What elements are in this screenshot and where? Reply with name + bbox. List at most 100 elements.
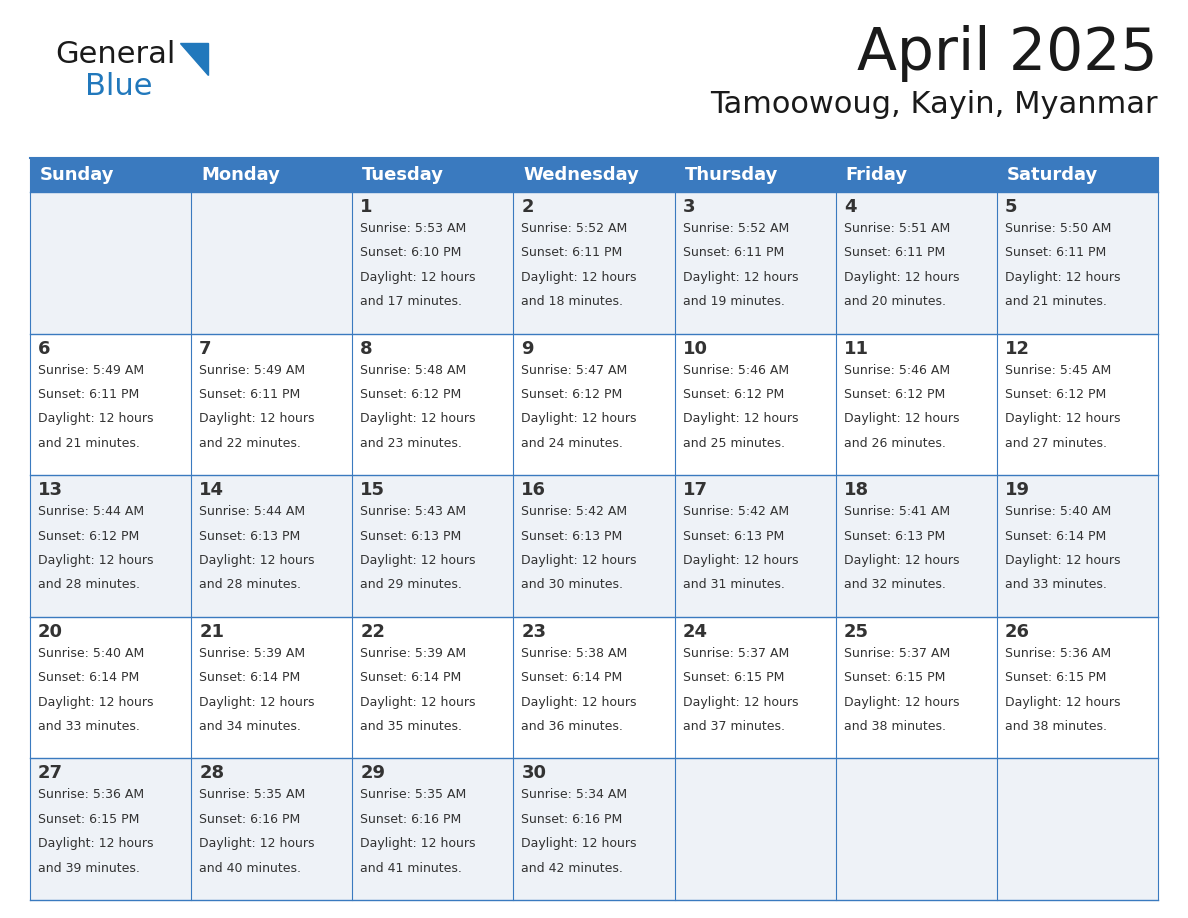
Bar [997, 333, 1158, 476]
Text: Friday: Friday [846, 166, 908, 184]
Text: Daylight: 12 hours: Daylight: 12 hours [360, 271, 475, 284]
Text: 21: 21 [200, 622, 225, 641]
Text: Daylight: 12 hours: Daylight: 12 hours [843, 412, 959, 425]
Bar [835, 758, 997, 900]
Text: and 42 minutes.: and 42 minutes. [522, 862, 624, 875]
Text: and 25 minutes.: and 25 minutes. [683, 437, 784, 450]
Bar [191, 476, 353, 617]
Bar [835, 617, 997, 758]
Text: and 27 minutes.: and 27 minutes. [1005, 437, 1107, 450]
Text: Sunrise: 5:37 AM: Sunrise: 5:37 AM [843, 647, 950, 660]
Text: Saturday: Saturday [1007, 166, 1098, 184]
Text: 20: 20 [38, 622, 63, 641]
Text: Tuesday: Tuesday [362, 166, 444, 184]
Text: and 36 minutes.: and 36 minutes. [522, 720, 624, 733]
Text: Daylight: 12 hours: Daylight: 12 hours [843, 696, 959, 709]
Text: Daylight: 12 hours: Daylight: 12 hours [200, 837, 315, 850]
Text: Thursday: Thursday [684, 166, 778, 184]
Text: 22: 22 [360, 622, 385, 641]
Bar [835, 192, 997, 333]
Text: 26: 26 [1005, 622, 1030, 641]
Text: and 38 minutes.: and 38 minutes. [1005, 720, 1107, 733]
Text: Sunrise: 5:36 AM: Sunrise: 5:36 AM [38, 789, 144, 801]
Text: Sunset: 6:12 PM: Sunset: 6:12 PM [843, 388, 944, 401]
Text: and 33 minutes.: and 33 minutes. [38, 720, 140, 733]
Text: Daylight: 12 hours: Daylight: 12 hours [522, 696, 637, 709]
Text: Daylight: 12 hours: Daylight: 12 hours [200, 696, 315, 709]
Text: Sunrise: 5:36 AM: Sunrise: 5:36 AM [1005, 647, 1111, 660]
Text: Sunset: 6:11 PM: Sunset: 6:11 PM [38, 388, 139, 401]
Bar [997, 758, 1158, 900]
Text: 9: 9 [522, 340, 533, 358]
Text: Sunrise: 5:45 AM: Sunrise: 5:45 AM [1005, 364, 1111, 376]
Text: Daylight: 12 hours: Daylight: 12 hours [522, 412, 637, 425]
Text: Sunrise: 5:49 AM: Sunrise: 5:49 AM [38, 364, 144, 376]
Bar [353, 192, 513, 333]
Text: 23: 23 [522, 622, 546, 641]
Text: Daylight: 12 hours: Daylight: 12 hours [843, 271, 959, 284]
Text: Sunset: 6:15 PM: Sunset: 6:15 PM [38, 812, 139, 826]
Text: and 41 minutes.: and 41 minutes. [360, 862, 462, 875]
Text: Sunset: 6:13 PM: Sunset: 6:13 PM [200, 530, 301, 543]
Bar [513, 192, 675, 333]
Text: Sunrise: 5:42 AM: Sunrise: 5:42 AM [522, 505, 627, 518]
Text: and 40 minutes.: and 40 minutes. [200, 862, 301, 875]
Text: 13: 13 [38, 481, 63, 499]
Text: 18: 18 [843, 481, 868, 499]
Text: Sunrise: 5:48 AM: Sunrise: 5:48 AM [360, 364, 467, 376]
Text: Sunrise: 5:52 AM: Sunrise: 5:52 AM [683, 222, 789, 235]
Text: and 26 minutes.: and 26 minutes. [843, 437, 946, 450]
Text: Daylight: 12 hours: Daylight: 12 hours [1005, 554, 1120, 567]
Text: Daylight: 12 hours: Daylight: 12 hours [360, 412, 475, 425]
Text: Daylight: 12 hours: Daylight: 12 hours [683, 554, 798, 567]
Text: 15: 15 [360, 481, 385, 499]
Text: and 39 minutes.: and 39 minutes. [38, 862, 140, 875]
Bar [191, 333, 353, 476]
Text: Sunset: 6:16 PM: Sunset: 6:16 PM [360, 812, 461, 826]
Text: and 23 minutes.: and 23 minutes. [360, 437, 462, 450]
Bar [513, 758, 675, 900]
Text: 12: 12 [1005, 340, 1030, 358]
Text: Sunset: 6:15 PM: Sunset: 6:15 PM [843, 671, 946, 684]
Text: Sunset: 6:14 PM: Sunset: 6:14 PM [522, 671, 623, 684]
Text: Daylight: 12 hours: Daylight: 12 hours [38, 837, 153, 850]
Text: 27: 27 [38, 765, 63, 782]
Text: Daylight: 12 hours: Daylight: 12 hours [38, 696, 153, 709]
Text: Sunset: 6:14 PM: Sunset: 6:14 PM [200, 671, 301, 684]
Text: 8: 8 [360, 340, 373, 358]
Bar [997, 476, 1158, 617]
Text: Daylight: 12 hours: Daylight: 12 hours [683, 271, 798, 284]
Text: Daylight: 12 hours: Daylight: 12 hours [1005, 271, 1120, 284]
Text: Monday: Monday [201, 166, 280, 184]
Text: Daylight: 12 hours: Daylight: 12 hours [360, 837, 475, 850]
Text: and 17 minutes.: and 17 minutes. [360, 296, 462, 308]
Text: Sunset: 6:11 PM: Sunset: 6:11 PM [843, 246, 944, 260]
Text: and 22 minutes.: and 22 minutes. [200, 437, 301, 450]
Bar [675, 758, 835, 900]
Text: Sunset: 6:12 PM: Sunset: 6:12 PM [522, 388, 623, 401]
Text: Sunset: 6:11 PM: Sunset: 6:11 PM [200, 388, 301, 401]
Text: Daylight: 12 hours: Daylight: 12 hours [38, 412, 153, 425]
Bar [191, 758, 353, 900]
Text: and 32 minutes.: and 32 minutes. [843, 578, 946, 591]
Text: 16: 16 [522, 481, 546, 499]
Text: 2: 2 [522, 198, 533, 216]
Text: Daylight: 12 hours: Daylight: 12 hours [683, 412, 798, 425]
Bar [353, 617, 513, 758]
Bar [30, 758, 191, 900]
Polygon shape [181, 43, 208, 75]
Text: Daylight: 12 hours: Daylight: 12 hours [360, 554, 475, 567]
Bar [997, 192, 1158, 333]
Bar [30, 617, 191, 758]
Text: 25: 25 [843, 622, 868, 641]
Text: Tamoowoug, Kayin, Myanmar: Tamoowoug, Kayin, Myanmar [710, 90, 1158, 119]
Text: and 29 minutes.: and 29 minutes. [360, 578, 462, 591]
Text: Sunset: 6:14 PM: Sunset: 6:14 PM [1005, 530, 1106, 543]
Text: and 18 minutes.: and 18 minutes. [522, 296, 624, 308]
Text: Sunset: 6:12 PM: Sunset: 6:12 PM [683, 388, 784, 401]
Text: Sunrise: 5:46 AM: Sunrise: 5:46 AM [843, 364, 950, 376]
Text: Sunset: 6:12 PM: Sunset: 6:12 PM [38, 530, 139, 543]
Text: 7: 7 [200, 340, 211, 358]
Bar [513, 333, 675, 476]
Text: Daylight: 12 hours: Daylight: 12 hours [200, 412, 315, 425]
